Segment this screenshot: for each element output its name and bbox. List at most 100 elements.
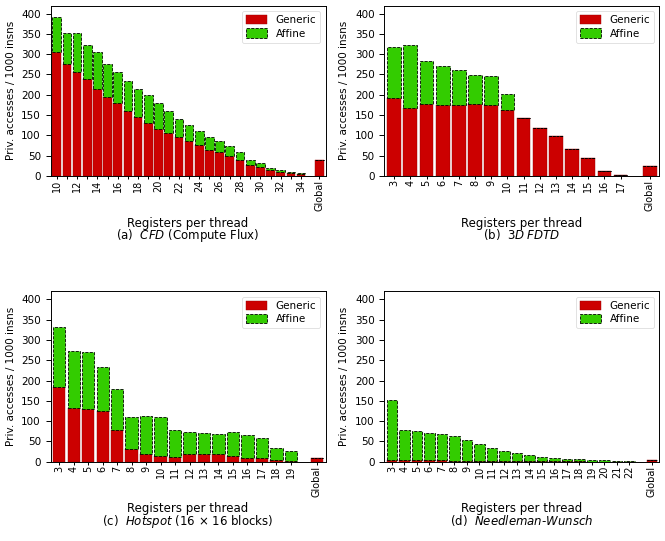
Bar <box>205 149 213 176</box>
Bar <box>587 460 597 461</box>
Bar <box>198 454 210 461</box>
Bar <box>126 448 138 461</box>
Bar <box>124 81 132 111</box>
Bar <box>154 456 167 461</box>
Bar <box>533 128 547 176</box>
Bar <box>126 417 138 448</box>
Bar <box>235 153 244 161</box>
Bar <box>175 137 184 176</box>
Bar <box>256 458 268 461</box>
Bar <box>72 32 81 72</box>
Y-axis label: Priv. accesses / 1000 insns: Priv. accesses / 1000 insns <box>339 307 349 446</box>
Bar <box>565 149 579 176</box>
Text: (a)  $\it{CFD}$ (Compute Flux): (a) $\it{CFD}$ (Compute Flux) <box>116 227 260 244</box>
X-axis label: Registers per thread: Registers per thread <box>462 217 583 230</box>
Bar <box>184 454 196 461</box>
Bar <box>297 174 305 176</box>
Bar <box>53 327 65 387</box>
Bar <box>256 163 265 167</box>
Bar <box>501 94 514 110</box>
Bar <box>581 158 595 176</box>
Bar <box>437 460 448 461</box>
Bar <box>212 434 225 454</box>
Bar <box>154 417 167 456</box>
Bar <box>103 64 112 97</box>
Bar <box>270 460 283 461</box>
Bar <box>474 444 485 461</box>
Bar <box>215 141 224 153</box>
Bar <box>205 137 213 149</box>
Bar <box>114 72 122 103</box>
Bar <box>96 411 109 461</box>
Bar <box>266 170 275 176</box>
Bar <box>297 173 305 174</box>
Bar <box>386 460 397 461</box>
Bar <box>212 454 225 461</box>
Bar <box>598 170 611 176</box>
Bar <box>315 161 324 176</box>
Bar <box>468 104 482 176</box>
Bar <box>452 70 466 105</box>
Bar <box>111 430 123 461</box>
Bar <box>169 457 181 461</box>
Bar <box>93 89 102 176</box>
Bar <box>420 61 434 104</box>
Bar <box>462 440 472 461</box>
Bar <box>144 95 153 123</box>
Bar <box>154 129 163 176</box>
Y-axis label: Priv. accesses / 1000 insns: Priv. accesses / 1000 insns <box>5 307 15 446</box>
Bar <box>63 32 71 64</box>
Bar <box>468 75 482 104</box>
Bar <box>185 141 194 176</box>
Bar <box>185 125 194 141</box>
Bar <box>487 448 497 461</box>
Bar <box>96 367 109 411</box>
Bar <box>646 460 657 461</box>
Bar <box>277 172 285 176</box>
Bar <box>140 453 152 461</box>
Bar <box>169 431 181 457</box>
Bar <box>63 64 71 176</box>
Bar <box>424 433 435 460</box>
Bar <box>134 89 142 117</box>
Bar <box>436 65 450 105</box>
X-axis label: Registers per thread: Registers per thread <box>128 503 249 516</box>
Bar <box>266 168 275 170</box>
Bar <box>436 105 450 176</box>
X-axis label: Registers per thread: Registers per thread <box>128 217 249 230</box>
Text: (c)  $\it{Hotspot}$ (16 × 16 blocks): (c) $\it{Hotspot}$ (16 × 16 blocks) <box>102 513 274 530</box>
Y-axis label: Priv. accesses / 1000 insns: Priv. accesses / 1000 insns <box>339 21 349 160</box>
Bar <box>227 457 239 461</box>
Bar <box>285 451 297 461</box>
Bar <box>270 448 283 460</box>
Text: (d)  $\it{Needleman}$-$\it{Wunsch}$: (d) $\it{Needleman}$-$\it{Wunsch}$ <box>450 513 594 527</box>
Bar <box>53 387 65 461</box>
Bar <box>225 156 234 176</box>
Bar <box>424 460 435 461</box>
Bar <box>68 408 80 461</box>
Bar <box>484 105 498 176</box>
Bar <box>524 455 535 461</box>
Bar <box>287 173 295 176</box>
Bar <box>404 108 417 176</box>
Bar <box>399 430 410 460</box>
Bar <box>412 431 422 460</box>
Bar <box>241 458 253 461</box>
Bar <box>195 131 203 146</box>
Legend: Generic, Affine: Generic, Affine <box>576 296 654 328</box>
Bar <box>72 72 81 176</box>
Bar <box>154 103 163 129</box>
Bar <box>420 104 434 176</box>
Bar <box>537 457 547 461</box>
Legend: Generic, Affine: Generic, Affine <box>576 11 654 43</box>
Bar <box>53 17 61 52</box>
Bar <box>227 432 239 457</box>
Y-axis label: Priv. accesses / 1000 insns: Priv. accesses / 1000 insns <box>5 21 15 160</box>
Bar <box>114 103 122 176</box>
Bar <box>164 111 173 133</box>
Bar <box>549 458 560 461</box>
Bar <box>501 110 514 176</box>
Bar <box>499 451 510 461</box>
Bar <box>386 400 397 460</box>
Bar <box>277 170 285 172</box>
